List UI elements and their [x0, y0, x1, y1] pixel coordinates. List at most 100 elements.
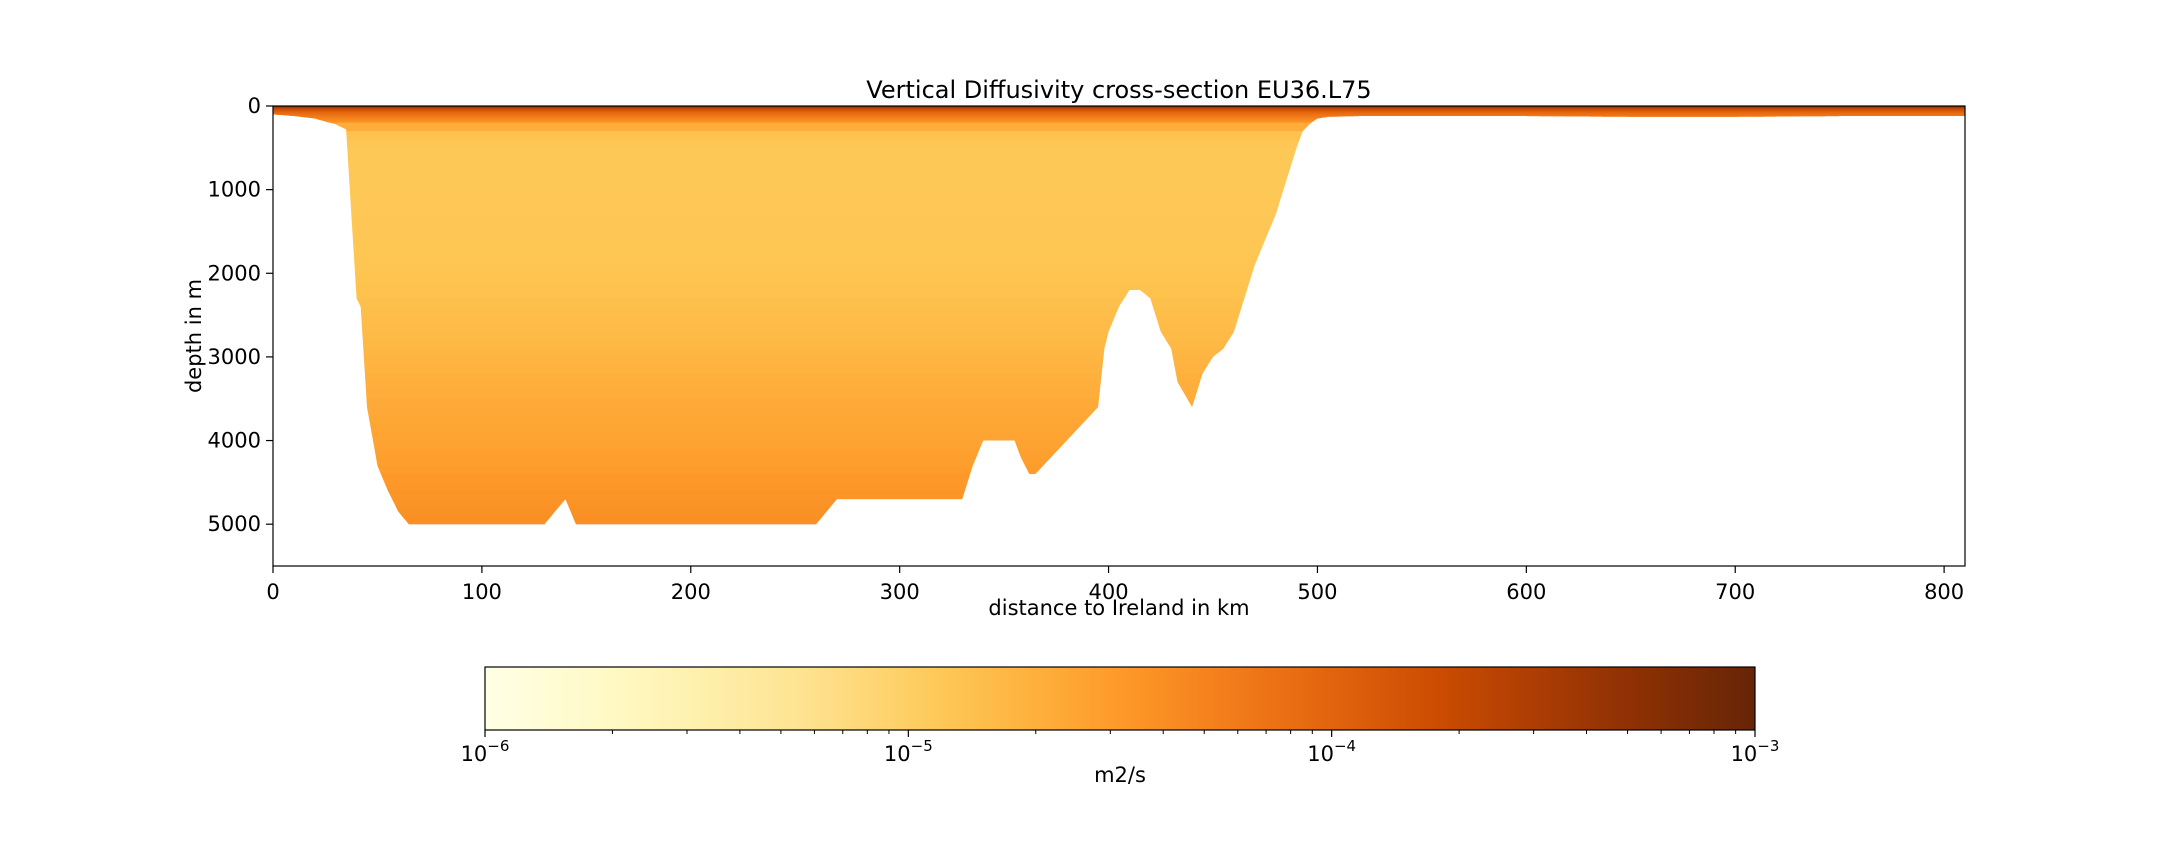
depth-band	[273, 306, 1965, 316]
depth-band	[273, 108, 1965, 110]
y-axis: 0 1000 2000 3000 4000 5000	[208, 94, 273, 536]
depth-band	[273, 507, 1965, 517]
x-axis: 0 100 200 300 400 500 600 700 800	[266, 566, 1964, 604]
depth-band	[273, 273, 1965, 283]
depth-band	[273, 356, 1965, 366]
depth-band	[273, 541, 1965, 550]
depth-band	[273, 474, 1965, 483]
depth-band	[273, 382, 1965, 391]
depth-band	[273, 106, 1965, 108]
depth-band	[273, 109, 1965, 111]
depth-band	[273, 231, 1965, 241]
depth-band	[273, 121, 1965, 124]
depth-band	[273, 482, 1965, 492]
diffusivity-field	[273, 106, 1965, 567]
y-tick-label: 2000	[208, 261, 261, 285]
x-axis-label: distance to Ireland in km	[988, 596, 1249, 620]
depth-band	[273, 156, 1965, 166]
colorbar-axis: 10−6 10−5 10−4 10−3	[461, 730, 1780, 766]
x-tick-label: 200	[671, 580, 711, 604]
depth-band	[273, 290, 1965, 299]
depth-band	[273, 116, 1965, 118]
colorbar	[484, 666, 1756, 731]
depth-band	[273, 139, 1965, 149]
depth-band	[273, 189, 1965, 199]
depth-band	[273, 164, 1965, 174]
depth-band	[273, 115, 1965, 117]
y-tick-label: 1000	[208, 178, 261, 202]
colorbar-tick-label: 10−3	[1731, 737, 1780, 766]
depth-band	[273, 106, 1965, 109]
depth-band	[273, 524, 1965, 525]
x-tick-label: 500	[1297, 580, 1337, 604]
depth-band	[273, 264, 1965, 274]
depth-band	[273, 214, 1965, 224]
depth-band	[273, 198, 1965, 207]
x-tick-label: 0	[266, 580, 279, 604]
depth-band	[273, 107, 1965, 110]
depth-band	[273, 114, 1965, 116]
depth-band	[273, 116, 1965, 119]
depth-band	[273, 119, 1965, 121]
depth-band	[273, 111, 1965, 113]
depth-band	[273, 365, 1965, 375]
y-tick-label: 3000	[208, 345, 261, 369]
depth-band	[273, 121, 1965, 123]
depth-band	[273, 407, 1965, 417]
depth-band	[273, 256, 1965, 266]
depth-band	[273, 323, 1965, 333]
depth-band	[273, 111, 1965, 114]
depth-band	[273, 206, 1965, 216]
depth-band	[273, 172, 1965, 182]
depth-band	[273, 440, 1965, 450]
depth-band	[273, 110, 1965, 112]
depth-band	[273, 432, 1965, 442]
y-axis-label: depth in m	[182, 279, 206, 393]
chart-title: Vertical Diffusivity cross-section EU36.…	[866, 76, 1371, 104]
x-tick-label: 100	[462, 580, 502, 604]
depth-band	[273, 298, 1965, 308]
x-tick-label: 300	[880, 580, 920, 604]
depth-band	[273, 348, 1965, 358]
depth-band	[273, 373, 1965, 383]
x-tick-label: 600	[1506, 580, 1546, 604]
depth-band	[273, 549, 1965, 558]
depth-band	[273, 181, 1965, 191]
plot-area	[273, 106, 1965, 567]
depth-band	[273, 281, 1965, 291]
depth-band	[273, 448, 1965, 458]
y-tick-label: 5000	[208, 512, 261, 536]
depth-band	[273, 120, 1965, 122]
depth-band	[273, 113, 1965, 115]
depth-band	[273, 423, 1965, 433]
y-tick-label: 0	[248, 94, 261, 118]
colorbar-label: m2/s	[1094, 763, 1146, 787]
depth-band	[273, 147, 1965, 157]
colorbar-tick-label: 10−4	[1307, 737, 1356, 766]
depth-band	[273, 248, 1965, 258]
depth-band	[273, 465, 1965, 475]
depth-band	[273, 118, 1965, 120]
depth-band	[273, 340, 1965, 350]
x-tick-label: 800	[1924, 580, 1964, 604]
x-tick-label: 400	[1089, 580, 1129, 604]
depth-band	[273, 122, 1965, 132]
depth-band	[273, 315, 1965, 325]
depth-band	[273, 558, 1965, 567]
depth-band	[273, 415, 1965, 425]
depth-band	[273, 499, 1965, 509]
depth-band	[273, 533, 1965, 542]
depth-band	[273, 223, 1965, 233]
depth-band	[273, 490, 1965, 500]
depth-band	[273, 131, 1965, 141]
depth-band	[273, 398, 1965, 408]
depth-band	[273, 331, 1965, 341]
depth-band	[273, 117, 1965, 120]
depth-band	[273, 390, 1965, 400]
colorbar-tick-label: 10−5	[884, 737, 933, 766]
x-tick-label: 700	[1715, 580, 1755, 604]
depth-band	[273, 457, 1965, 467]
depth-band	[273, 239, 1965, 249]
colorbar-tick-label: 10−6	[461, 737, 510, 766]
